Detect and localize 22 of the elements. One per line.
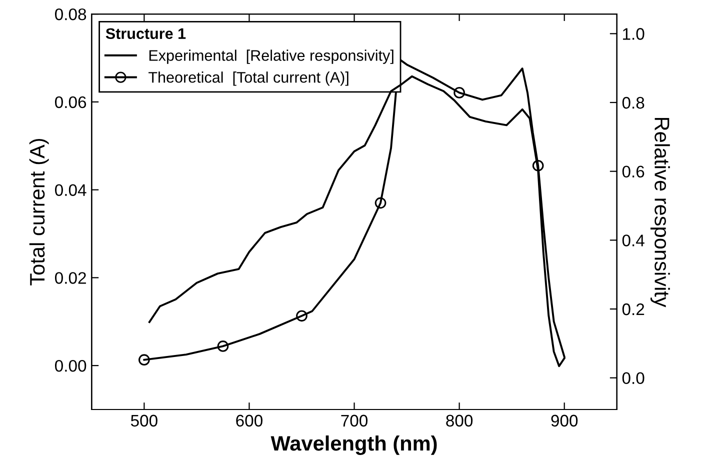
- y-tick-label: 0.02: [55, 272, 86, 284]
- legend-label: Experimental [Relative responsivity]: [149, 50, 394, 64]
- y2-tick-label: 0.8: [622, 96, 644, 109]
- y2-tick-label: 0.4: [622, 234, 644, 246]
- legend-title: Structure 1: [106, 28, 186, 40]
- x-tick-label: 700: [341, 414, 368, 427]
- y-axis-title: Total current (A): [29, 138, 49, 286]
- x-tick-label: 900: [551, 414, 578, 427]
- y2-axis-title: Relative responsivity: [650, 118, 670, 308]
- y-tick-label: 0.06: [55, 96, 86, 108]
- x-tick-label: 600: [236, 414, 262, 427]
- y-tick-label: 0.08: [55, 8, 86, 20]
- y2-tick-label: 0.6: [622, 166, 644, 178]
- y2-tick-label: 1.0: [623, 28, 644, 40]
- x-tick-label: 500: [130, 414, 158, 427]
- legend-label: Theoretical [Total current (A)]: [148, 72, 348, 86]
- y-tick-label: 0.00: [55, 360, 86, 372]
- x-axis-title: Wavelength (nm): [270, 435, 437, 455]
- x-tick-label: 800: [446, 414, 473, 427]
- y2-tick-label: 0.0: [622, 372, 644, 384]
- y2-tick-label: 0.2: [622, 303, 644, 316]
- y-tick-label: 0.04: [55, 184, 86, 196]
